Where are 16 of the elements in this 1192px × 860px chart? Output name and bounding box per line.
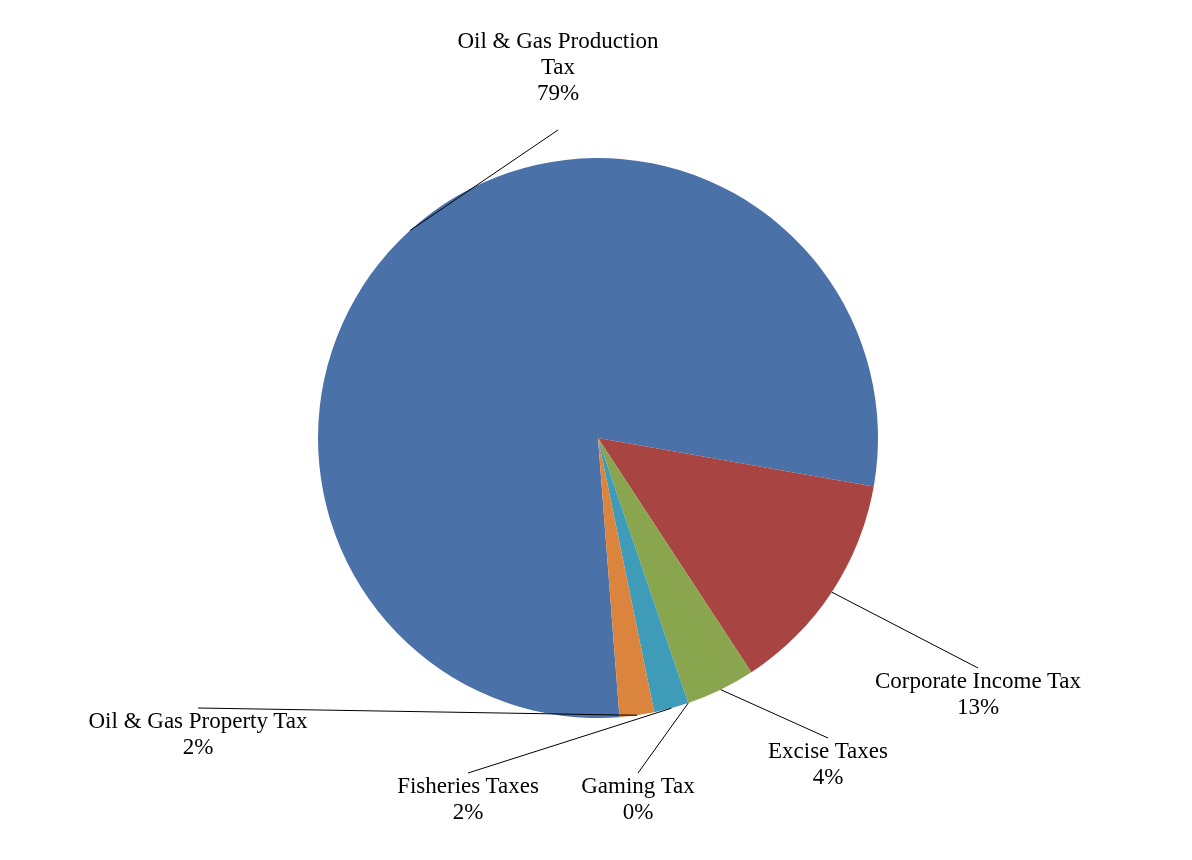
slice-label: Oil & Gas Property Tax [88,708,308,733]
text: 0% [622,799,654,824]
slice-label: Excise Taxes [768,738,889,763]
data-label: 79% [536,80,580,105]
data-label: 2% [452,799,484,824]
pie-slice [598,438,752,704]
slice-label: Oil & Gas Production Tax [457,28,660,79]
data-label: 4% [812,764,844,789]
category-label: Gaming Tax [581,773,695,798]
data-label: 2% [182,734,214,759]
data-label: 13% [956,694,1000,719]
slice-label: Corporate Income Tax [874,668,1082,693]
pie-slice [598,438,874,673]
slice-label: Fisheries Taxes [397,773,539,798]
pie-slice [318,158,878,718]
pie-slice [598,438,655,718]
